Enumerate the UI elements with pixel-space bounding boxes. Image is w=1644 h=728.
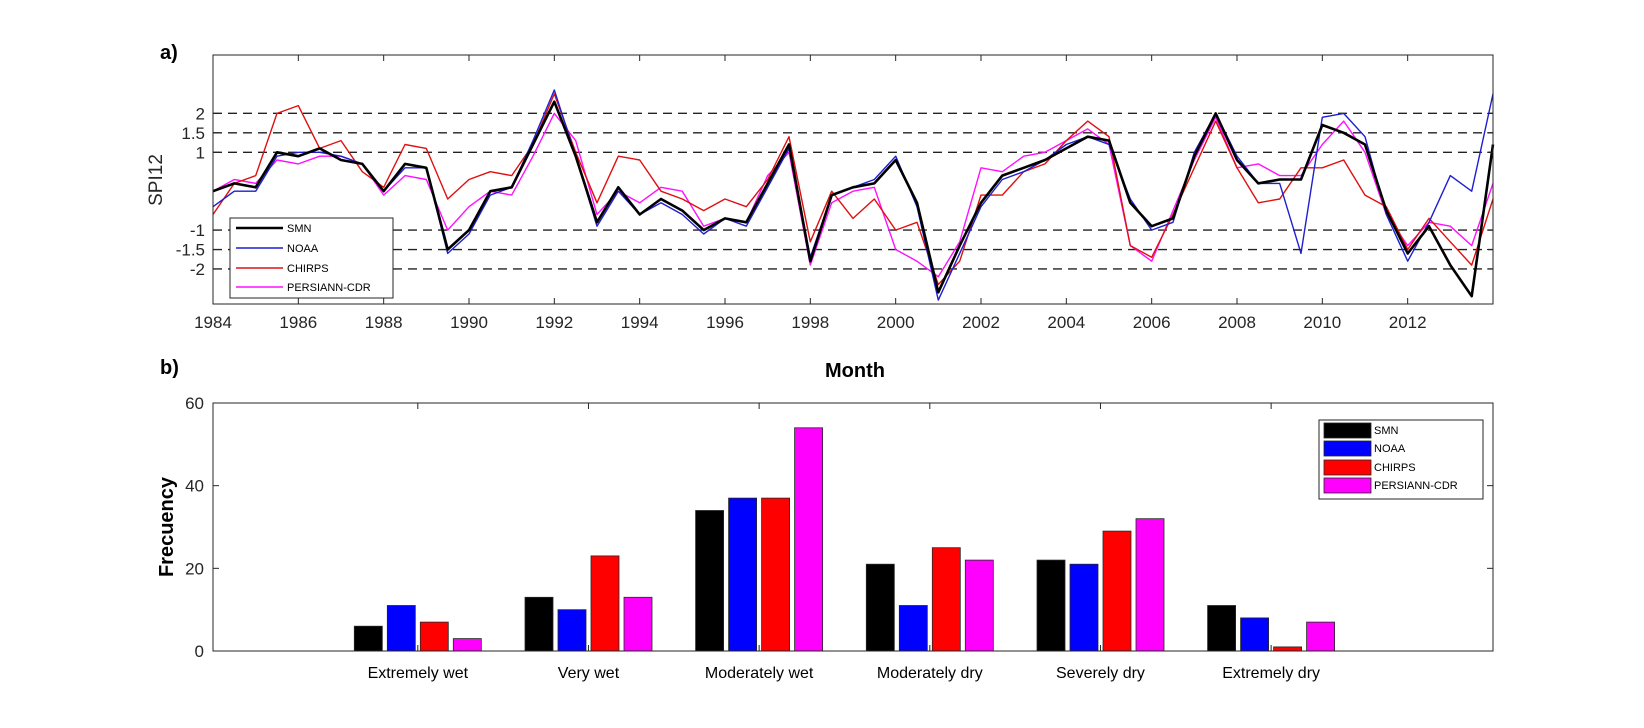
y-tick-label: 1 bbox=[196, 143, 205, 162]
bar-noaa-severely-dry bbox=[1069, 563, 1099, 652]
x-ticks: 1984 1986 1988 1990 1992 1994 1996 1998 2000 2002… bbox=[194, 55, 1427, 332]
category-label-moderately-wet: Moderately wet bbox=[705, 665, 814, 682]
legend-swatch-chirps bbox=[1323, 459, 1372, 476]
y-tick-label: -1.5 bbox=[176, 241, 205, 260]
legend-label-persiann: PERSIANN-CDR bbox=[287, 282, 371, 294]
legend: SMN NOAA CHIRPS PERSIANN-CDR bbox=[1318, 419, 1484, 500]
bar-chirps-extremely-wet bbox=[419, 621, 449, 652]
y-axis-title: Frecuency bbox=[156, 476, 178, 577]
x-tick-label: 1986 bbox=[279, 313, 317, 332]
bar-smn-extremely-wet bbox=[353, 625, 383, 652]
panel-a-axes-box bbox=[212, 54, 1494, 305]
x-tick-label: 1988 bbox=[365, 313, 403, 332]
bars bbox=[353, 427, 1335, 652]
x-tick-label: 2002 bbox=[962, 313, 1000, 332]
x-tick-label: 1994 bbox=[621, 313, 659, 332]
reference-lines bbox=[213, 112, 1493, 270]
bar-persiann-cdr-extremely-dry bbox=[1306, 621, 1335, 652]
x-tick-label: 2008 bbox=[1218, 313, 1256, 332]
bar-chirps-extremely-dry bbox=[1273, 646, 1302, 652]
x-tick-label: 2006 bbox=[1133, 313, 1171, 332]
y-tick-label: -1 bbox=[190, 221, 205, 240]
bar-noaa-extremely-dry bbox=[1240, 617, 1269, 652]
y-tick-label: 60 bbox=[185, 394, 204, 413]
legend-box bbox=[229, 217, 394, 299]
y-tick-label: 20 bbox=[185, 559, 204, 578]
x-tick-label: 2000 bbox=[877, 313, 915, 332]
x-tick-label: 1998 bbox=[791, 313, 829, 332]
legend-label-persiann: PERSIANN-CDR bbox=[1374, 480, 1458, 492]
bar-chirps-very-wet bbox=[590, 555, 620, 652]
legend-swatch-smn bbox=[1323, 422, 1372, 439]
category-label-moderately-dry: Moderately dry bbox=[877, 665, 983, 682]
category-label-severely-dry: Severely dry bbox=[1056, 665, 1145, 682]
bar-smn-very-wet bbox=[524, 596, 554, 652]
panel-a-label: a) bbox=[160, 42, 178, 64]
x-tick-label: 1992 bbox=[535, 313, 573, 332]
bar-persiann-cdr-moderately-dry bbox=[964, 559, 994, 652]
panel-b-title: Month bbox=[825, 360, 885, 382]
panel-a: a) 1984 1986 1988 1990 1992 1994 1996 1998 2000 2… bbox=[146, 42, 1495, 332]
x-tick-label: 2004 bbox=[1047, 313, 1085, 332]
bar-persiann-cdr-extremely-wet bbox=[452, 638, 482, 652]
bar-smn-extremely-dry bbox=[1207, 605, 1236, 652]
category-labels: Extremely wet Very wet Moderately wet Moder… bbox=[368, 403, 1320, 682]
bar-noaa-moderately-wet bbox=[728, 497, 757, 652]
category-label-very-wet: Very wet bbox=[558, 665, 620, 682]
x-tick-label: 2012 bbox=[1389, 313, 1427, 332]
y-tick-label: -2 bbox=[190, 260, 205, 279]
bar-smn-severely-dry bbox=[1036, 559, 1066, 652]
panel-b-axes-box bbox=[212, 402, 1494, 652]
legend-label-smn: SMN bbox=[1374, 425, 1399, 437]
bar-chirps-severely-dry bbox=[1102, 530, 1132, 652]
legend: SMN NOAA CHIRPS PERSIANN-CDR bbox=[229, 217, 394, 299]
y-ticks: 0 20 40 60 bbox=[185, 394, 1493, 661]
series-line-persiann-cdr bbox=[212, 112, 1494, 278]
y-tick-label: 40 bbox=[185, 477, 204, 496]
category-label-extremely-wet: Extremely wet bbox=[368, 665, 469, 682]
bar-noaa-extremely-wet bbox=[386, 605, 416, 652]
bar-persiann-cdr-severely-dry bbox=[1135, 518, 1165, 652]
x-tick-label: 1990 bbox=[450, 313, 488, 332]
y-tick-label: 0 bbox=[195, 642, 204, 661]
legend-label-chirps: CHIRPS bbox=[287, 263, 329, 275]
y-ticks: -2-1.5-1 11.52 bbox=[176, 104, 1493, 279]
x-tick-label: 2010 bbox=[1303, 313, 1341, 332]
panel-b: b) Month 0 20 40 60 Extremely wet Very wet Mo… bbox=[156, 357, 1494, 682]
legend-swatch-noaa bbox=[1323, 440, 1372, 457]
category-label-extremely-dry: Extremely dry bbox=[1222, 665, 1320, 682]
y-tick-label: 2 bbox=[196, 104, 205, 123]
series-lines bbox=[212, 89, 1495, 301]
x-tick-label: 1984 bbox=[194, 313, 232, 332]
bar-smn-moderately-dry bbox=[865, 563, 895, 652]
legend-swatch-persiann bbox=[1323, 477, 1372, 494]
bar-smn-moderately-wet bbox=[695, 510, 724, 652]
bar-persiann-cdr-very-wet bbox=[623, 596, 653, 652]
series-line-chirps bbox=[212, 93, 1494, 286]
series-line-smn bbox=[212, 100, 1495, 298]
legend-label-noaa: NOAA bbox=[287, 243, 319, 255]
bar-persiann-cdr-moderately-wet bbox=[794, 427, 823, 652]
panel-b-label: b) bbox=[160, 357, 179, 379]
bar-chirps-moderately-dry bbox=[931, 547, 961, 652]
bar-noaa-moderately-dry bbox=[898, 605, 928, 652]
bar-chirps-moderately-wet bbox=[761, 497, 790, 652]
bar-noaa-very-wet bbox=[557, 609, 587, 652]
y-tick-label: 1.5 bbox=[181, 124, 205, 143]
x-tick-label: 1996 bbox=[706, 313, 744, 332]
legend-label-smn: SMN bbox=[287, 223, 312, 235]
legend-label-noaa: NOAA bbox=[1374, 443, 1406, 455]
y-axis-title: SPI12 bbox=[146, 154, 167, 206]
legend-label-chirps: CHIRPS bbox=[1374, 462, 1416, 474]
